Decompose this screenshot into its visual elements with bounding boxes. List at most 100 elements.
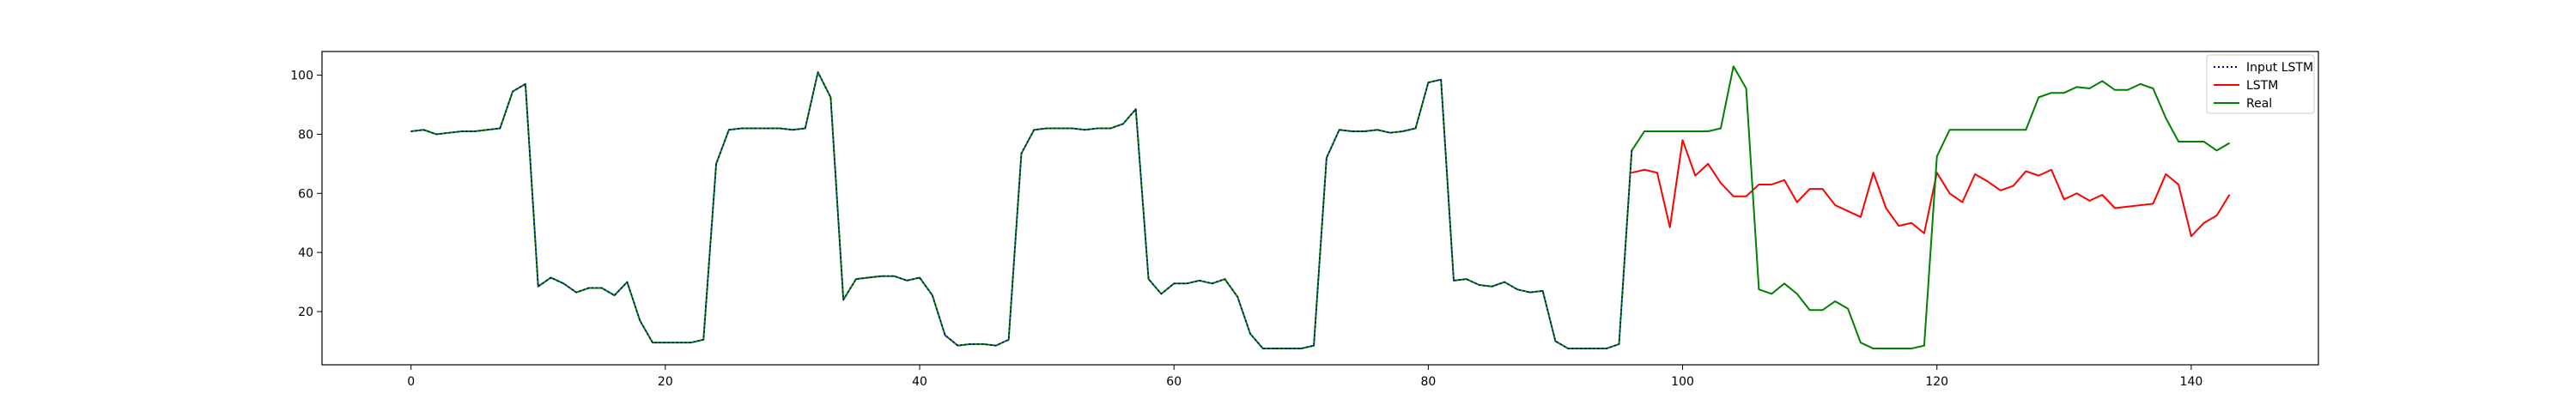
data-point	[1008, 339, 1010, 341]
data-point	[2114, 207, 2116, 209]
data-point	[2215, 215, 2218, 216]
legend-item: Real	[2214, 97, 2272, 111]
data-point	[995, 345, 997, 347]
y-tick-label: 60	[298, 187, 313, 201]
data-point	[969, 343, 971, 345]
x-tick-label: 100	[1671, 375, 1694, 389]
data-point	[525, 83, 526, 85]
data-point	[1554, 340, 1557, 342]
data-point	[1097, 127, 1098, 130]
series-input-lstm	[410, 71, 1633, 349]
data-point	[919, 276, 920, 279]
data-point	[817, 71, 819, 73]
data-point	[2190, 141, 2192, 142]
data-point	[766, 127, 768, 130]
data-point	[2228, 142, 2230, 144]
data-point	[2190, 235, 2192, 237]
data-point	[2203, 222, 2205, 224]
data-point	[2127, 89, 2129, 91]
x-tick-label: 140	[2180, 375, 2203, 389]
data-point	[2101, 194, 2103, 196]
data-point	[1707, 130, 1709, 132]
data-point	[1466, 278, 1467, 280]
data-point	[1046, 127, 1048, 130]
plot-frame	[321, 51, 2319, 366]
data-point	[2228, 194, 2230, 196]
data-point	[2140, 204, 2142, 206]
data-point	[1733, 65, 1735, 67]
data-point	[1834, 300, 1836, 302]
data-point	[690, 342, 692, 343]
data-point	[1694, 130, 1696, 132]
data-point	[1707, 163, 1709, 165]
data-point	[702, 339, 704, 341]
x-axis: 0 20 40 60 80 100 120 140	[407, 365, 2202, 389]
data-point	[1529, 292, 1531, 294]
data-point	[1109, 127, 1111, 130]
data-point	[1694, 175, 1696, 177]
data-point	[1681, 130, 1684, 132]
data-point	[1236, 296, 1238, 298]
data-point	[2038, 96, 2039, 98]
data-point	[1796, 202, 1798, 203]
data-point	[1199, 280, 1200, 282]
data-point	[868, 276, 870, 279]
data-point	[614, 294, 616, 296]
data-point	[2063, 92, 2065, 94]
data-point	[2012, 185, 2014, 187]
data-point	[1147, 278, 1150, 280]
data-point	[1974, 173, 1976, 175]
data-point	[677, 342, 679, 343]
x-tick-label: 80	[1420, 375, 1436, 389]
legend: Input LSTM LSTM Real	[2206, 54, 2315, 114]
data-point	[1631, 149, 1632, 151]
data-point	[2076, 192, 2078, 194]
data-point	[1326, 157, 1327, 159]
data-point	[2152, 203, 2154, 204]
data-point	[1656, 130, 1658, 132]
data-point	[2178, 141, 2179, 142]
data-point	[715, 163, 717, 165]
series-line-lstm	[1631, 139, 2231, 238]
data-point	[550, 276, 552, 279]
data-point	[1911, 222, 1912, 224]
data-point	[932, 294, 933, 296]
data-point	[1224, 278, 1226, 280]
plot-area	[322, 52, 2318, 365]
data-point	[1834, 204, 1836, 206]
data-point	[2063, 198, 2065, 200]
data-point	[1643, 130, 1645, 132]
data-point	[1440, 79, 1442, 81]
data-point	[1186, 282, 1188, 284]
data-point	[1847, 307, 1849, 310]
data-point	[1402, 130, 1404, 132]
data-point	[1364, 130, 1365, 132]
data-point	[1720, 127, 1722, 130]
data-point	[957, 345, 959, 347]
data-point	[1516, 288, 1518, 290]
legend-item: LSTM	[2214, 79, 2278, 93]
data-point	[829, 96, 831, 98]
legend-label: LSTM	[2246, 79, 2278, 93]
data-point	[1860, 216, 1862, 218]
data-point	[1923, 345, 1925, 347]
y-tick-label: 20	[298, 306, 313, 319]
data-point	[2088, 200, 2091, 202]
data-point	[1961, 202, 1963, 203]
data-point	[1783, 282, 1785, 284]
data-point	[1681, 139, 1684, 141]
data-point	[1249, 333, 1251, 335]
data-point	[1746, 196, 1747, 197]
series-line-real	[410, 65, 2230, 350]
data-point	[1720, 182, 1722, 184]
data-point	[1783, 179, 1785, 181]
data-point	[575, 292, 577, 294]
data-point	[1542, 290, 1544, 292]
data-point	[1643, 169, 1645, 171]
data-point	[2215, 149, 2218, 151]
data-point	[1135, 108, 1137, 110]
series-layer	[410, 65, 2231, 350]
legend-box	[2206, 54, 2315, 114]
data-point	[855, 278, 857, 280]
data-point	[1948, 192, 1951, 194]
